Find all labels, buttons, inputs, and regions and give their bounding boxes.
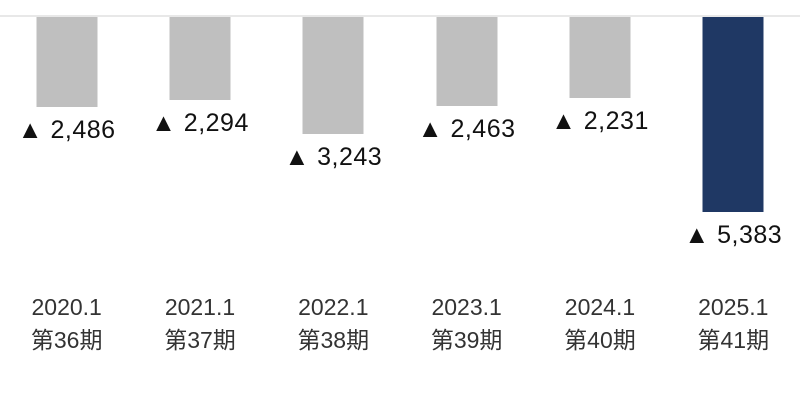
chart-column: ▲ 3,243 2022.1 第38期 — [267, 0, 400, 400]
category-year: 2025.1 — [698, 294, 769, 320]
bar — [302, 17, 364, 134]
category-period: 第38期 — [297, 327, 370, 353]
chart-column: ▲ 2,486 2020.1 第36期 — [0, 0, 133, 400]
category-label: 2020.1 第36期 — [0, 291, 133, 357]
chart-column: ▲ 2,231 2024.1 第40期 — [533, 0, 666, 400]
bar-value-label: ▲ 2,463 — [417, 115, 516, 143]
bar-value-label: ▲ 5,383 — [684, 221, 783, 249]
category-label: 2024.1 第40期 — [533, 291, 666, 357]
bar — [702, 17, 764, 212]
bar-value-label: ▲ 2,486 — [17, 116, 116, 144]
category-period: 第39期 — [430, 327, 503, 353]
category-year: 2024.1 — [564, 294, 636, 320]
bar-value-label: ▲ 2,294 — [151, 109, 249, 137]
zero-baseline — [0, 15, 800, 17]
category-label: 2021.1 第37期 — [133, 291, 266, 357]
category-year: 2023.1 — [431, 294, 502, 320]
category-year: 2020.1 — [31, 294, 102, 320]
chart-column: ▲ 2,463 2023.1 第39期 — [400, 0, 533, 400]
bar — [569, 17, 631, 98]
category-label: 2022.1 第38期 — [267, 291, 400, 357]
category-label: 2025.1 第41期 — [667, 291, 800, 357]
bar-value-label: ▲ 2,231 — [551, 107, 649, 135]
chart-column: ▲ 2,294 2021.1 第37期 — [133, 0, 266, 400]
category-label: 2023.1 第39期 — [400, 291, 533, 357]
chart-column: ▲ 5,383 2025.1 第41期 — [667, 0, 800, 400]
category-year: 2022.1 — [298, 294, 369, 320]
category-period: 第41期 — [697, 327, 770, 353]
category-period: 第37期 — [164, 327, 236, 353]
category-period: 第40期 — [564, 327, 636, 353]
bar-value-label: ▲ 3,243 — [284, 143, 383, 171]
category-year: 2021.1 — [164, 294, 236, 320]
category-period: 第36期 — [30, 327, 103, 353]
bar — [436, 17, 498, 106]
bar — [36, 17, 98, 107]
bar — [169, 17, 231, 100]
